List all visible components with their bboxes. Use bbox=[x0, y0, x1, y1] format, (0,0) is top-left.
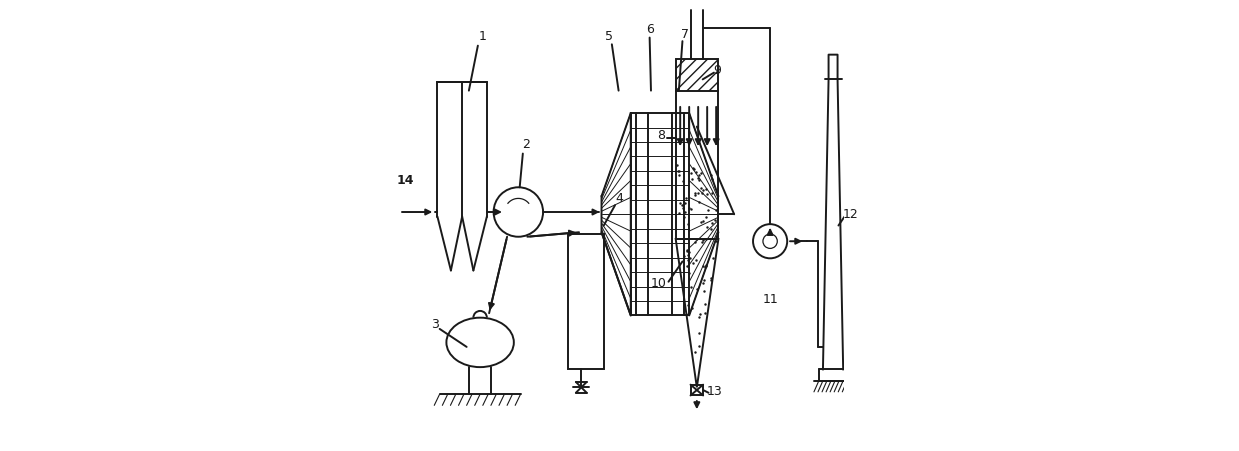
Text: 12: 12 bbox=[843, 208, 859, 221]
Text: 13: 13 bbox=[707, 385, 722, 398]
Text: 7: 7 bbox=[680, 28, 689, 41]
Text: 11: 11 bbox=[762, 293, 778, 306]
Bar bbox=[690, 385, 703, 396]
Text: 10: 10 bbox=[650, 277, 667, 290]
Text: 8: 8 bbox=[658, 129, 665, 142]
Text: 2: 2 bbox=[522, 138, 530, 151]
Bar bbox=[637, 113, 648, 315]
Text: 14: 14 bbox=[396, 174, 414, 187]
Text: 3: 3 bbox=[431, 318, 439, 331]
Text: 5: 5 bbox=[605, 30, 613, 43]
Text: 4: 4 bbox=[616, 192, 623, 205]
Text: 6: 6 bbox=[646, 23, 653, 37]
Bar bbox=[675, 59, 719, 91]
Text: 9: 9 bbox=[714, 64, 721, 77]
Text: 1: 1 bbox=[478, 30, 486, 43]
Bar bbox=[567, 235, 603, 369]
Bar bbox=[673, 113, 684, 315]
